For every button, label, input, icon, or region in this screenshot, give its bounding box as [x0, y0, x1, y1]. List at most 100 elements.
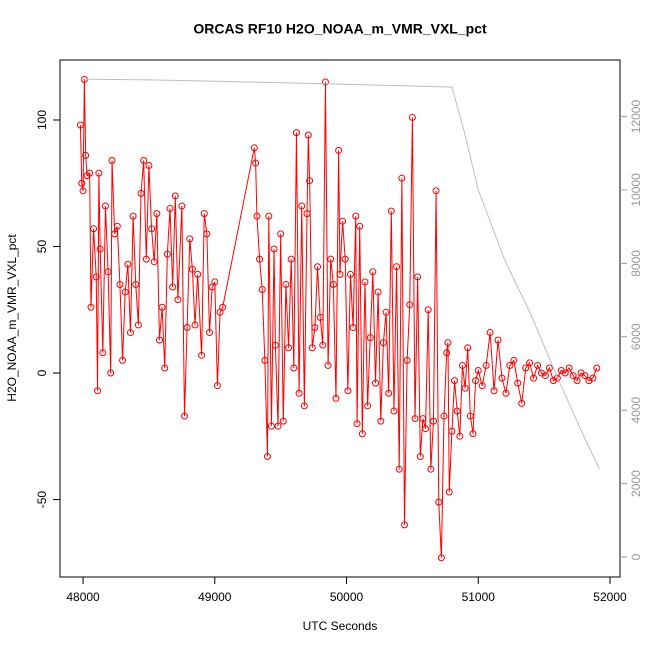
point — [541, 372, 549, 380]
point — [593, 364, 601, 372]
point — [267, 422, 275, 430]
point — [403, 356, 411, 364]
point — [95, 169, 103, 177]
y2-tick-label: 4000 — [629, 397, 643, 424]
point — [211, 278, 219, 286]
y2-tick-label: 0 — [629, 553, 643, 560]
point — [265, 212, 273, 220]
point — [453, 407, 461, 415]
point — [321, 78, 329, 86]
point — [96, 245, 104, 253]
point — [76, 121, 84, 129]
point — [86, 169, 94, 177]
point — [186, 235, 194, 243]
point — [188, 265, 196, 273]
point — [498, 374, 506, 382]
point — [200, 210, 208, 218]
point — [466, 412, 474, 420]
point — [282, 280, 290, 288]
point — [206, 329, 214, 337]
point — [443, 349, 451, 357]
y-tick-label: 0 — [35, 369, 49, 376]
point — [169, 283, 177, 291]
point — [304, 131, 312, 139]
point — [377, 417, 385, 425]
point — [429, 417, 437, 425]
point — [358, 430, 366, 438]
point — [327, 255, 335, 263]
point — [406, 301, 414, 309]
point — [111, 230, 119, 238]
point — [448, 427, 456, 435]
point — [444, 339, 452, 347]
point — [90, 225, 98, 233]
point — [78, 179, 86, 187]
point — [107, 369, 115, 377]
point — [472, 377, 480, 385]
series-line — [80, 78, 600, 470]
point — [339, 217, 347, 225]
point — [256, 255, 264, 263]
y-tick-label: 50 — [35, 240, 49, 254]
point — [561, 369, 569, 377]
point — [335, 146, 343, 154]
point — [119, 356, 127, 364]
point — [395, 465, 403, 473]
point — [502, 389, 510, 397]
point — [589, 374, 597, 382]
point — [132, 280, 140, 288]
point — [427, 465, 435, 473]
point — [424, 306, 432, 314]
point — [385, 389, 393, 397]
point — [329, 280, 337, 288]
point — [300, 402, 308, 410]
point — [437, 554, 445, 562]
point — [474, 367, 482, 375]
point — [482, 361, 490, 369]
point — [324, 361, 332, 369]
point — [92, 273, 100, 281]
point — [445, 488, 453, 496]
point — [150, 258, 158, 266]
point — [124, 260, 132, 268]
point — [478, 382, 486, 390]
x-tick-label: 52000 — [593, 590, 627, 604]
point — [400, 521, 408, 529]
point — [352, 212, 360, 220]
point — [451, 377, 459, 385]
point — [522, 364, 530, 372]
point — [191, 321, 199, 329]
point — [435, 498, 443, 506]
point — [148, 225, 156, 233]
point — [129, 212, 137, 220]
point — [153, 210, 161, 218]
point — [271, 341, 279, 349]
point — [534, 361, 542, 369]
point — [366, 334, 374, 342]
point — [336, 270, 344, 278]
point — [270, 245, 278, 253]
point — [316, 313, 324, 321]
point — [253, 212, 261, 220]
y2-tick-label: 8000 — [629, 250, 643, 277]
y2-tick-label: 10000 — [629, 173, 643, 207]
point — [250, 144, 258, 152]
point — [458, 361, 466, 369]
point — [306, 177, 314, 185]
point — [510, 356, 518, 364]
chart-title: ORCAS RF10 H2O_NOAA_m_VMR_VXL_pct — [193, 21, 487, 37]
point — [553, 374, 561, 382]
point — [379, 339, 387, 347]
point — [456, 432, 464, 440]
plot-frame — [59, 59, 621, 578]
point — [308, 344, 316, 352]
point — [461, 384, 469, 392]
point — [419, 415, 427, 423]
point — [113, 222, 121, 230]
point — [116, 280, 124, 288]
point — [180, 412, 188, 420]
x-tick-label: 50000 — [330, 590, 364, 604]
point — [142, 255, 150, 263]
point — [87, 303, 95, 311]
